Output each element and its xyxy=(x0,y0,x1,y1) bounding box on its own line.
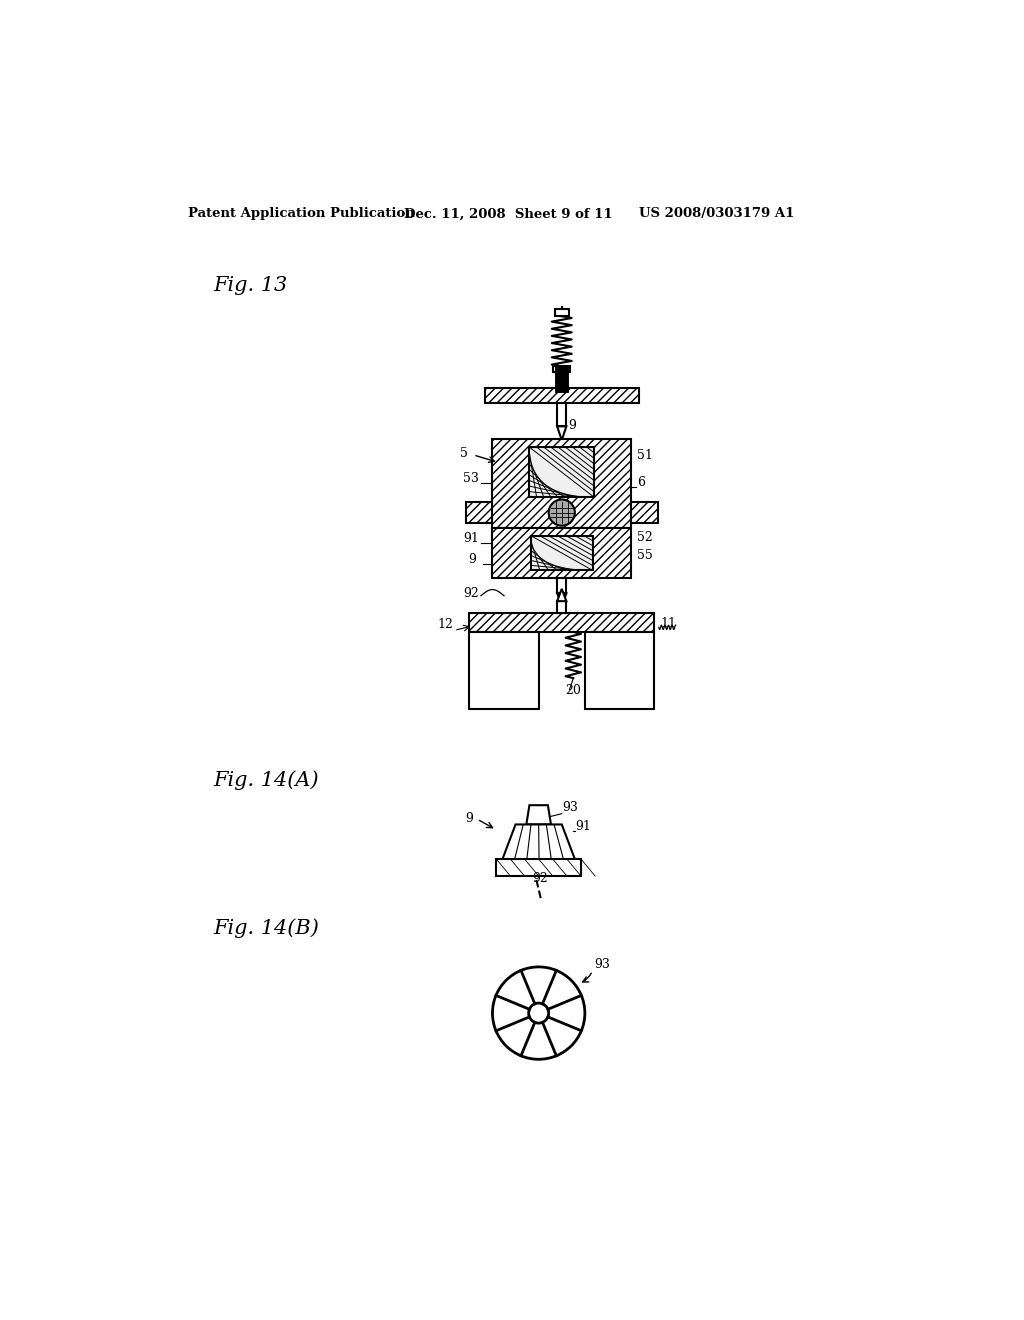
Text: 91: 91 xyxy=(463,532,479,545)
Bar xyxy=(493,528,631,578)
Text: Fig. 14(A): Fig. 14(A) xyxy=(214,771,319,791)
Bar xyxy=(553,367,570,372)
Text: 6: 6 xyxy=(637,475,645,488)
Bar xyxy=(469,632,539,709)
Bar xyxy=(466,502,493,524)
Text: 93: 93 xyxy=(594,958,610,972)
Bar xyxy=(531,536,593,570)
Text: 93: 93 xyxy=(562,801,578,814)
Bar xyxy=(557,404,566,426)
Bar xyxy=(469,612,654,632)
Text: 52: 52 xyxy=(637,531,653,544)
Bar xyxy=(557,578,566,594)
Text: 20: 20 xyxy=(565,684,582,697)
Text: 55: 55 xyxy=(637,549,653,562)
Bar xyxy=(497,859,581,876)
Polygon shape xyxy=(558,385,565,401)
Text: Patent Application Publication: Patent Application Publication xyxy=(188,207,415,220)
Text: 91: 91 xyxy=(575,820,592,833)
Polygon shape xyxy=(557,426,566,441)
Text: Fig. 13: Fig. 13 xyxy=(214,276,288,294)
Polygon shape xyxy=(503,825,574,859)
Bar xyxy=(631,502,658,524)
Text: 9: 9 xyxy=(466,812,473,825)
Text: 92: 92 xyxy=(463,587,479,601)
Polygon shape xyxy=(557,594,566,605)
Circle shape xyxy=(493,966,585,1059)
Text: 12: 12 xyxy=(437,618,453,631)
Bar xyxy=(585,632,654,709)
Text: 9: 9 xyxy=(568,418,575,432)
Bar xyxy=(493,440,631,528)
Text: Dec. 11, 2008  Sheet 9 of 11: Dec. 11, 2008 Sheet 9 of 11 xyxy=(403,207,612,220)
Polygon shape xyxy=(557,589,566,601)
Text: 5: 5 xyxy=(460,447,468,461)
Bar xyxy=(557,601,566,612)
Circle shape xyxy=(549,499,574,525)
Bar xyxy=(529,447,594,498)
Bar xyxy=(555,309,568,317)
Text: 9: 9 xyxy=(468,553,476,566)
Text: 92: 92 xyxy=(532,873,548,886)
Bar xyxy=(484,388,639,404)
Text: Fig. 14(B): Fig. 14(B) xyxy=(214,919,319,939)
Text: 11: 11 xyxy=(660,616,676,630)
Text: US 2008/0303179 A1: US 2008/0303179 A1 xyxy=(639,207,795,220)
Circle shape xyxy=(528,1003,549,1023)
Text: 51: 51 xyxy=(637,449,653,462)
Polygon shape xyxy=(526,805,551,825)
Text: 53: 53 xyxy=(463,471,479,484)
